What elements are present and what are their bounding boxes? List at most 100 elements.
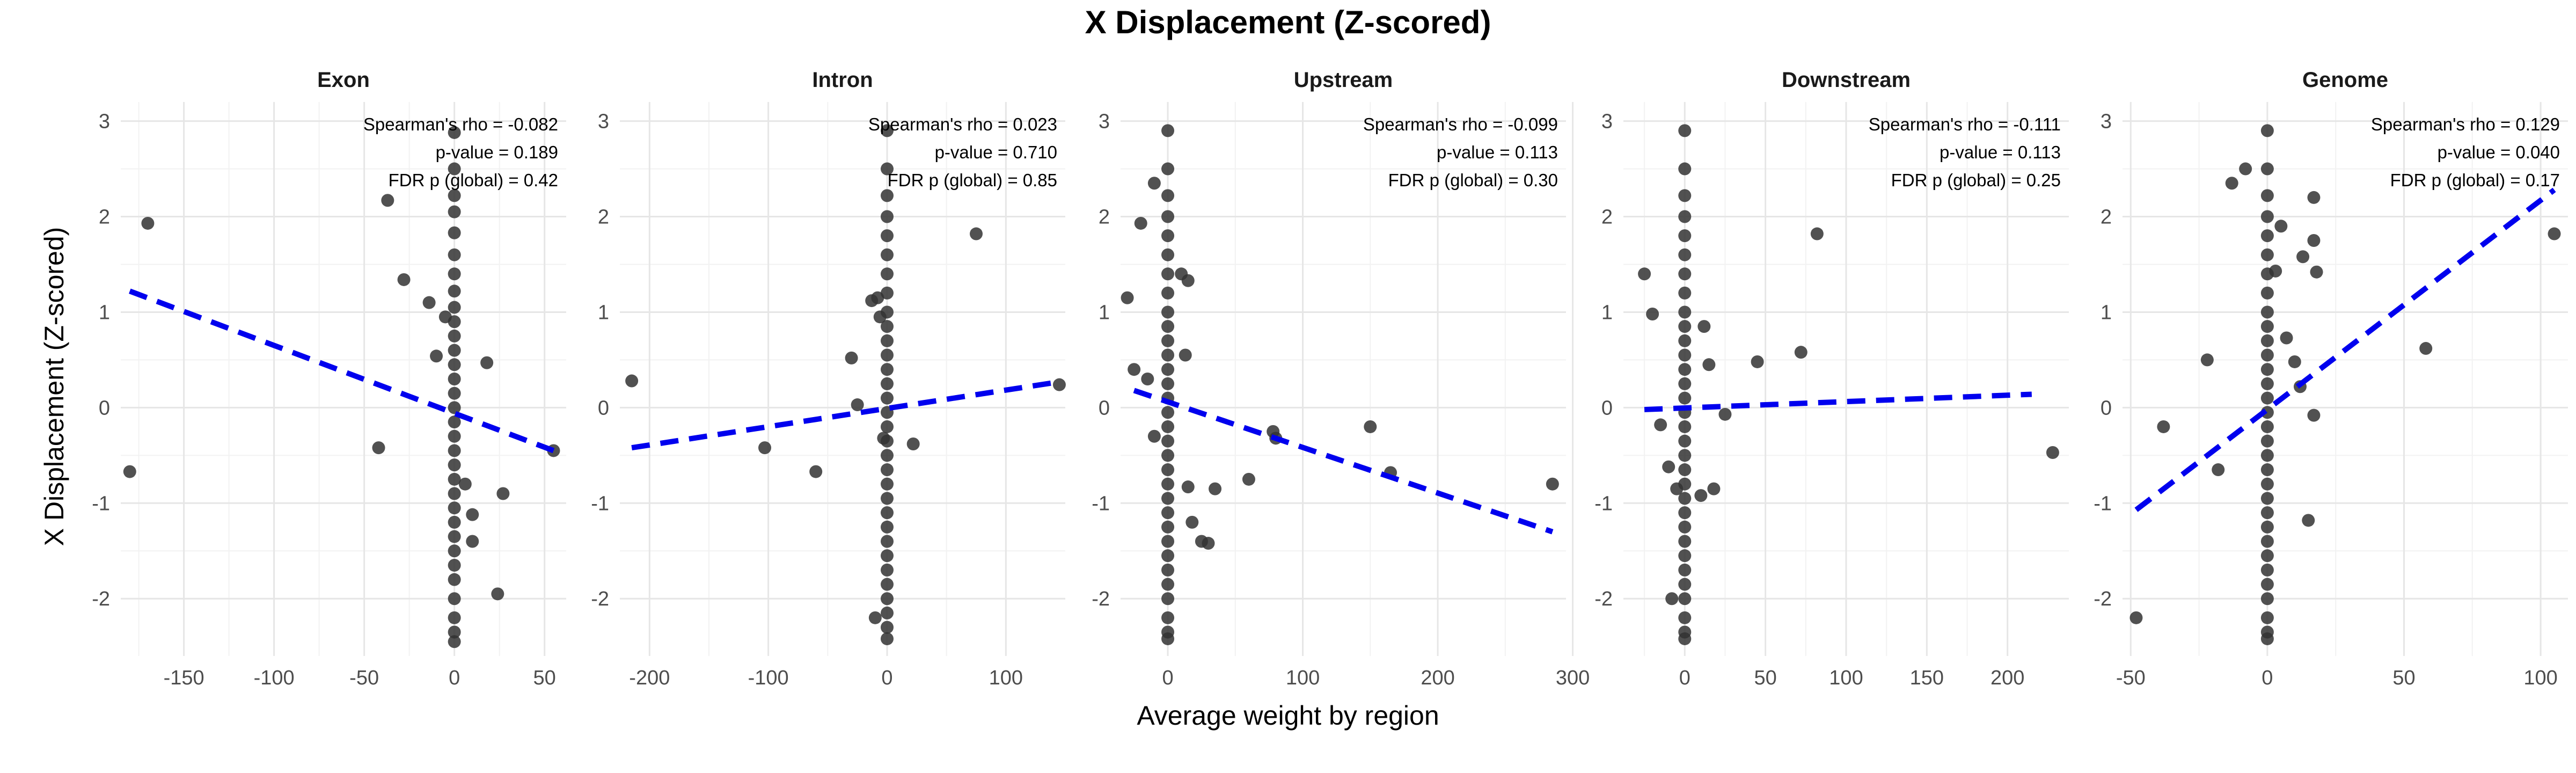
data-point <box>2260 578 2274 591</box>
data-point <box>480 356 494 369</box>
data-point <box>448 226 461 239</box>
data-point <box>2212 463 2225 477</box>
data-point <box>448 401 461 414</box>
data-point <box>868 611 882 624</box>
panel-title: Intron <box>812 68 873 92</box>
x-tick-label: 0 <box>881 667 892 689</box>
data-point <box>1202 537 1215 550</box>
data-point <box>881 248 894 261</box>
regression-line <box>129 288 555 454</box>
y-tick-label: 2 <box>598 206 609 229</box>
x-tick-label: 100 <box>2523 667 2557 689</box>
x-tick-label: 50 <box>533 667 556 689</box>
data-point <box>1678 592 1692 606</box>
data-point <box>1161 506 1175 520</box>
y-tick-label: -1 <box>1092 492 1110 515</box>
data-point <box>1364 420 1377 433</box>
y-tick-label: 3 <box>1601 111 1613 133</box>
y-tick-label: 0 <box>99 397 110 419</box>
data-point <box>1678 229 1692 243</box>
data-point <box>448 458 461 472</box>
data-point <box>881 549 894 563</box>
data-point <box>881 267 894 281</box>
data-point <box>1678 463 1692 477</box>
x-tick-label: 0 <box>2262 667 2273 689</box>
data-point <box>2260 463 2274 477</box>
data-point <box>2260 162 2274 176</box>
data-point <box>1678 449 1692 462</box>
data-point <box>1161 563 1175 577</box>
data-point <box>448 515 461 529</box>
data-point <box>1678 286 1692 300</box>
data-point <box>1161 420 1175 433</box>
data-point <box>1161 477 1175 491</box>
panel-title: Downstream <box>1782 68 1911 92</box>
data-point <box>1646 308 1659 321</box>
data-point <box>448 285 461 298</box>
data-point <box>881 434 894 448</box>
panel-genome: -50 0 50 100 -2 -1 0 1 2 3 Genome Spearman's rho = … <box>2094 68 2568 689</box>
data-point <box>881 124 894 137</box>
data-point <box>448 248 461 261</box>
stats-annotation: Spearman's rho = -0.082 <box>363 114 558 134</box>
y-tick-label: 3 <box>99 111 110 133</box>
data-point <box>2260 563 2274 577</box>
data-point <box>2288 355 2301 368</box>
data-point <box>1134 216 1147 230</box>
data-point <box>1161 248 1175 261</box>
y-tick-label: 2 <box>1099 206 1110 229</box>
data-point <box>448 429 461 443</box>
panel-title: Exon <box>317 68 370 92</box>
data-point <box>881 463 894 477</box>
data-point <box>881 210 894 223</box>
chart-title: X Displacement (Z-scored) <box>1085 4 1491 40</box>
data-point <box>448 315 461 329</box>
data-point <box>1209 482 1222 495</box>
data-point <box>2260 492 2274 505</box>
data-point <box>2260 377 2274 390</box>
panel-title: Upstream <box>1294 68 1393 92</box>
data-point <box>448 558 461 572</box>
data-point <box>491 587 504 601</box>
panel-upstream: 0 100 200 300 -2 -1 0 1 2 3 Upstream Spearman's rho… <box>1092 68 1590 689</box>
data-point <box>1662 460 1675 473</box>
data-point <box>2260 286 2274 300</box>
y-tick-label: 1 <box>99 301 110 324</box>
data-point <box>2157 420 2170 433</box>
stats-annotation: FDR p (global) = 0.30 <box>1388 170 1558 190</box>
y-tick-label: -2 <box>2094 588 2112 610</box>
data-point <box>1161 492 1175 505</box>
data-point <box>466 508 479 521</box>
data-point <box>1678 535 1692 548</box>
data-point <box>2260 477 2274 491</box>
data-point <box>1181 274 1195 287</box>
data-point <box>881 348 894 362</box>
x-tick-label: -50 <box>2116 667 2146 689</box>
data-point <box>1751 355 1764 368</box>
data-point <box>1678 377 1692 390</box>
stats-annotation: FDR p (global) = 0.85 <box>888 170 1057 190</box>
data-point <box>448 373 461 385</box>
data-point <box>448 573 461 586</box>
data-point <box>2260 420 2274 433</box>
data-point <box>1678 578 1692 591</box>
data-point <box>2260 305 2274 319</box>
data-point <box>1678 267 1692 281</box>
x-tick-label: -50 <box>349 667 379 689</box>
data-point <box>448 635 461 648</box>
data-point <box>1810 227 1824 240</box>
regression-line <box>2134 187 2556 512</box>
data-point <box>2129 611 2143 624</box>
data-point <box>2260 434 2274 448</box>
data-point <box>1161 189 1175 202</box>
data-point <box>881 449 894 462</box>
data-point <box>871 291 884 304</box>
data-point <box>1678 632 1692 645</box>
data-point <box>1179 348 1192 362</box>
data-point <box>1181 480 1195 494</box>
data-point <box>906 437 920 450</box>
data-point <box>2280 331 2293 345</box>
data-point <box>448 162 461 176</box>
data-point <box>2260 592 2274 606</box>
x-tick-label: -100 <box>254 667 295 689</box>
